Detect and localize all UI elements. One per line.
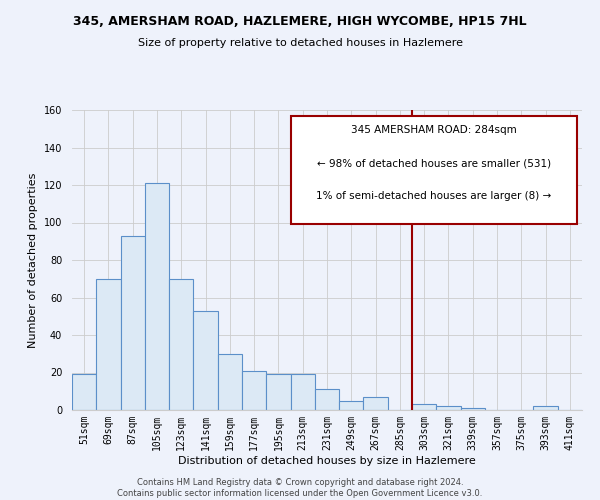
Bar bbox=[72, 374, 96, 410]
Bar bbox=[436, 406, 461, 410]
Bar bbox=[169, 279, 193, 410]
Y-axis label: Number of detached properties: Number of detached properties bbox=[28, 172, 38, 348]
Text: Contains HM Land Registry data © Crown copyright and database right 2024.
Contai: Contains HM Land Registry data © Crown c… bbox=[118, 478, 482, 498]
Bar bbox=[145, 183, 169, 410]
Bar bbox=[533, 406, 558, 410]
Text: 345, AMERSHAM ROAD, HAZLEMERE, HIGH WYCOMBE, HP15 7HL: 345, AMERSHAM ROAD, HAZLEMERE, HIGH WYCO… bbox=[73, 15, 527, 28]
Bar bbox=[290, 374, 315, 410]
Bar bbox=[193, 310, 218, 410]
Text: 1% of semi-detached houses are larger (8) →: 1% of semi-detached houses are larger (8… bbox=[316, 191, 552, 201]
Bar bbox=[242, 370, 266, 410]
Text: Size of property relative to detached houses in Hazlemere: Size of property relative to detached ho… bbox=[137, 38, 463, 48]
Bar bbox=[412, 404, 436, 410]
Bar bbox=[96, 279, 121, 410]
X-axis label: Distribution of detached houses by size in Hazlemere: Distribution of detached houses by size … bbox=[178, 456, 476, 466]
Bar bbox=[266, 374, 290, 410]
Bar bbox=[315, 390, 339, 410]
Bar bbox=[339, 400, 364, 410]
Bar bbox=[364, 397, 388, 410]
Bar bbox=[218, 354, 242, 410]
FancyBboxPatch shape bbox=[291, 116, 577, 224]
Text: 345 AMERSHAM ROAD: 284sqm: 345 AMERSHAM ROAD: 284sqm bbox=[351, 125, 517, 135]
Text: ← 98% of detached houses are smaller (531): ← 98% of detached houses are smaller (53… bbox=[317, 158, 551, 168]
Bar bbox=[461, 408, 485, 410]
Bar bbox=[121, 236, 145, 410]
